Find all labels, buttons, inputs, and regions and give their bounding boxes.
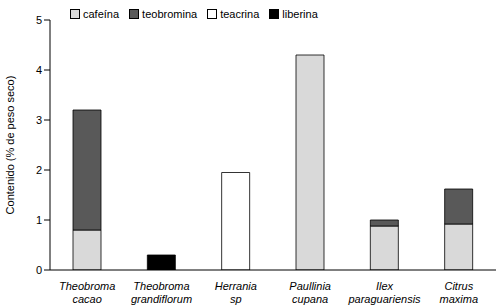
svg-text:Theobromacacao: Theobromacacao: [59, 280, 115, 305]
svg-text:Ilexparaguariensis: Ilexparaguariensis: [347, 280, 421, 305]
svg-text:0: 0: [36, 264, 42, 276]
html-text:cafeína: cafeína: [83, 8, 120, 20]
svg-text:Herraniasp: Herraniasp: [215, 280, 257, 305]
html-text:liberina: liberina: [282, 8, 318, 20]
svg-text:2: 2: [36, 164, 42, 176]
svg-text:Contenido (% de peso seco): Contenido (% de peso seco): [8, 76, 16, 215]
svg-text:1: 1: [36, 214, 42, 226]
html-text:teacrina: teacrina: [220, 8, 260, 20]
svg-text:Paulliniacupana: Paulliniacupana: [289, 280, 331, 305]
svg-text:4: 4: [36, 64, 42, 76]
svg-text:5: 5: [36, 14, 42, 26]
svg-text:Citrusmaxima: Citrusmaxima: [440, 280, 479, 305]
html-text:teobromina: teobromina: [142, 8, 198, 20]
svg-text:Theobromagrandiflorum: Theobromagrandiflorum: [131, 280, 192, 305]
svg-text:3: 3: [36, 114, 42, 126]
